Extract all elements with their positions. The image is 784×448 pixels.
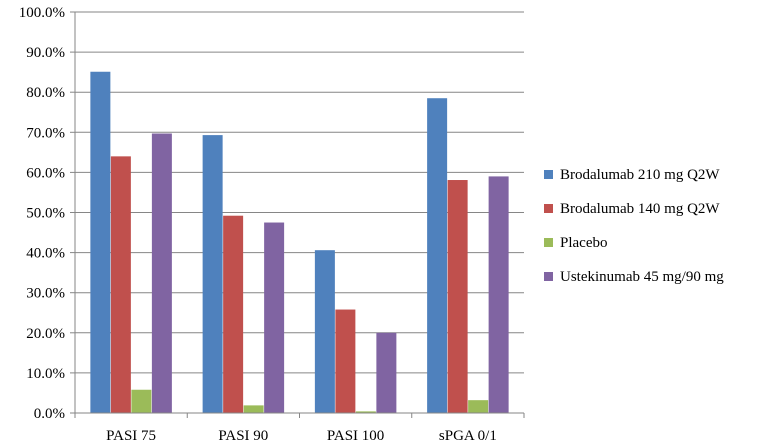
legend-label: Ustekinumab 45 mg/90 mg (560, 269, 724, 285)
y-tick-label: 60.0% (26, 165, 65, 181)
y-tick-label: 30.0% (26, 286, 65, 302)
bar (427, 98, 448, 413)
bars (90, 71, 509, 414)
axes (70, 11, 525, 418)
bar (355, 411, 376, 413)
y-tick-label: 80.0% (26, 85, 65, 101)
y-tick-label: 50.0% (26, 206, 65, 222)
legend-label: Brodalumab 210 mg Q2W (560, 167, 720, 183)
x-tick-label: PASI 90 (218, 428, 268, 444)
bar (202, 135, 223, 413)
y-tick-label: 100.0% (19, 5, 65, 21)
bar (447, 180, 468, 413)
legend-swatch (544, 204, 553, 213)
legend-label: Brodalumab 140 mg Q2W (560, 201, 720, 217)
y-tick-label: 90.0% (26, 45, 65, 61)
bar (131, 389, 152, 413)
legend: Brodalumab 210 mg Q2W Brodalumab 140 mg Q… (544, 167, 724, 285)
x-tick-labels: PASI 75 PASI 90 PASI 100 sPGA 0/1 (106, 428, 497, 444)
bar (264, 222, 285, 413)
legend-swatch (544, 170, 553, 179)
gridlines (75, 11, 524, 414)
y-tick-label: 0.0% (34, 406, 65, 422)
bar (151, 133, 172, 414)
y-tick-label: 70.0% (26, 125, 65, 141)
y-tick-label: 40.0% (26, 246, 65, 262)
bar (223, 215, 244, 413)
bar (110, 156, 131, 414)
y-tick-label: 10.0% (26, 366, 65, 382)
y-tick-label: 20.0% (26, 326, 65, 342)
y-tick-labels: 0.0% 10.0% 20.0% 30.0% 40.0% 50.0% 60.0% 70.0% 8… (19, 5, 65, 422)
bar (90, 71, 111, 414)
legend-swatch (544, 238, 553, 247)
bar (314, 250, 335, 413)
x-tick-label: PASI 100 (327, 428, 384, 444)
bar (468, 400, 489, 413)
bar (376, 332, 397, 413)
bar (243, 405, 264, 413)
bar (488, 176, 509, 413)
legend-swatch (544, 272, 553, 281)
legend-label: Placebo (560, 235, 607, 251)
x-tick-label: PASI 75 (106, 428, 156, 444)
x-tick-label: sPGA 0/1 (439, 428, 497, 444)
bar (335, 309, 356, 413)
